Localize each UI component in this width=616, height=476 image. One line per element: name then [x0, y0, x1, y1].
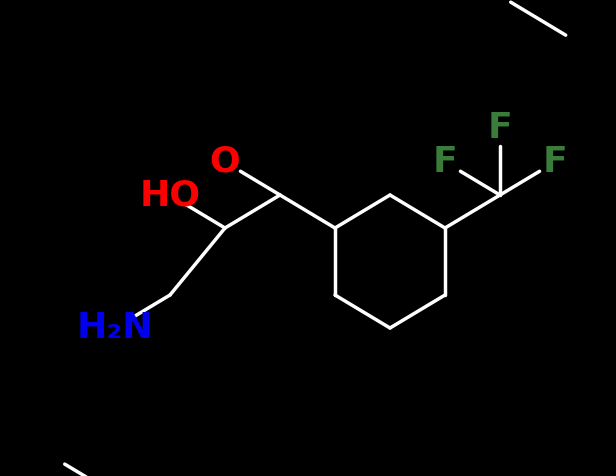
- Text: F: F: [543, 145, 567, 179]
- Text: F: F: [432, 145, 457, 179]
- Text: H₂N: H₂N: [77, 311, 153, 345]
- Text: F: F: [488, 111, 513, 145]
- Text: HO: HO: [139, 178, 201, 212]
- Text: O: O: [209, 145, 240, 179]
